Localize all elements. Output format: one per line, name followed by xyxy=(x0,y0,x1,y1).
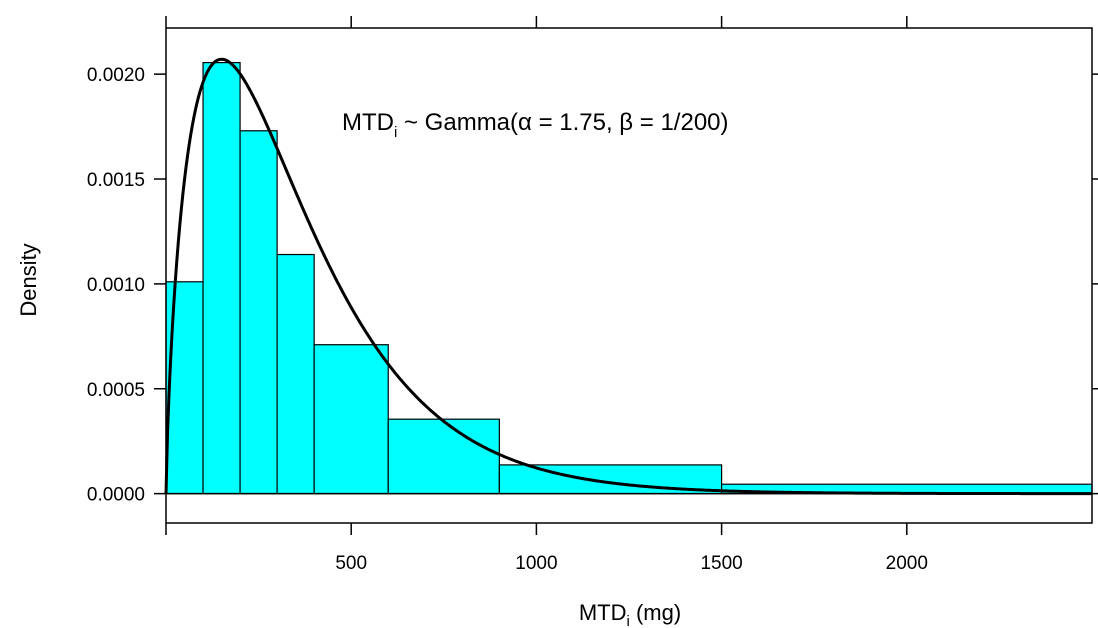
x-axis-title-suffix: (mg) xyxy=(630,600,681,625)
x-tick-label-2: 1500 xyxy=(700,553,742,574)
x-tick-label-0: 500 xyxy=(335,553,367,574)
histogram-bar-2 xyxy=(239,130,278,495)
histogram-bars xyxy=(165,62,1093,495)
x-axis-tick-labels: 500 1000 1500 2000 xyxy=(335,553,928,574)
histogram-bar-5 xyxy=(387,418,500,495)
x-tick-label-3: 2000 xyxy=(886,553,928,574)
annotation-lhs-base: MTD xyxy=(342,109,394,136)
y-tick-label-0: 0.0000 xyxy=(87,485,145,506)
y-tick-label-1: 0.0005 xyxy=(87,380,145,401)
x-tick-label-1: 1000 xyxy=(515,553,557,574)
annotation-lhs-sub: i xyxy=(394,124,397,141)
plot-frame xyxy=(165,27,1093,524)
x-axis-title-sub: i xyxy=(626,613,629,628)
axis-ticks xyxy=(154,16,1098,535)
gamma-density-curve xyxy=(164,57,1092,496)
distribution-annotation: MTDi ~ Gamma(α = 1.75, β = 1/200) xyxy=(342,109,729,141)
histogram-bar-3 xyxy=(276,253,315,495)
histogram-bar-1 xyxy=(202,62,241,495)
annotation-rhs: ~ Gamma(α = 1.75, β = 1/200) xyxy=(397,109,728,136)
y-axis-title: Density xyxy=(16,243,41,316)
y-axis-tick-labels: 0.0000 0.0005 0.0010 0.0015 0.0020 xyxy=(87,65,145,505)
y-tick-label-4: 0.0020 xyxy=(87,65,145,86)
y-tick-label-2: 0.0010 xyxy=(87,275,145,296)
histogram-bar-4 xyxy=(313,344,389,495)
x-axis-title: MTDi (mg) xyxy=(579,600,681,628)
histogram-bar-0 xyxy=(165,281,204,495)
y-tick-label-3: 0.0015 xyxy=(87,170,145,191)
x-axis-title-base: MTD xyxy=(579,600,627,625)
